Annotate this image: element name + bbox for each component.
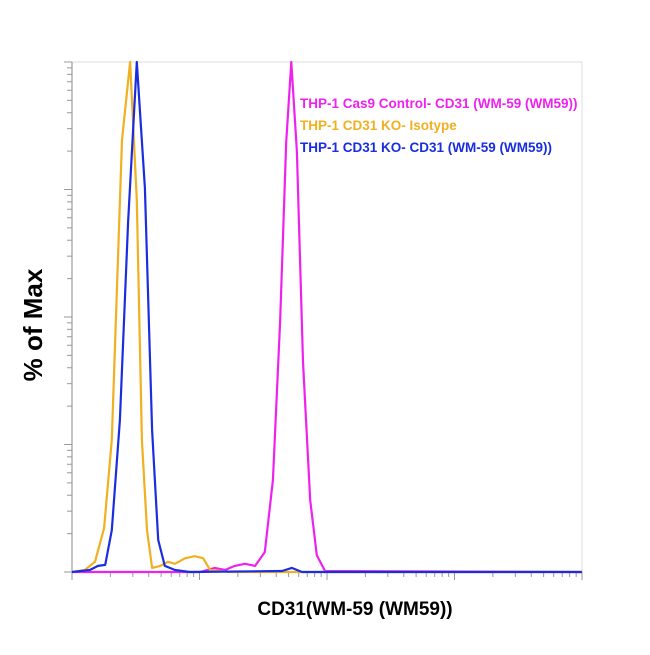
series-line [71,60,582,574]
series-line [71,60,582,574]
series-line [72,60,583,574]
plot-lines [71,60,583,574]
x-axis-label: CD31(WM-59 (WM59)) [257,599,452,620]
legend-entry: THP-1 CD31 KO- Isotype [300,118,457,133]
legend-entry: THP-1 CD31 KO- CD31 (WM-59 (WM59)) [300,140,552,155]
legend-entry: THP-1 Cas9 Control- CD31 (WM-59 (WM59)) [300,96,578,111]
y-axis-label: % of Max [18,268,48,381]
legend: THP-1 Cas9 Control- CD31 (WM-59 (WM59)) T… [300,96,578,155]
